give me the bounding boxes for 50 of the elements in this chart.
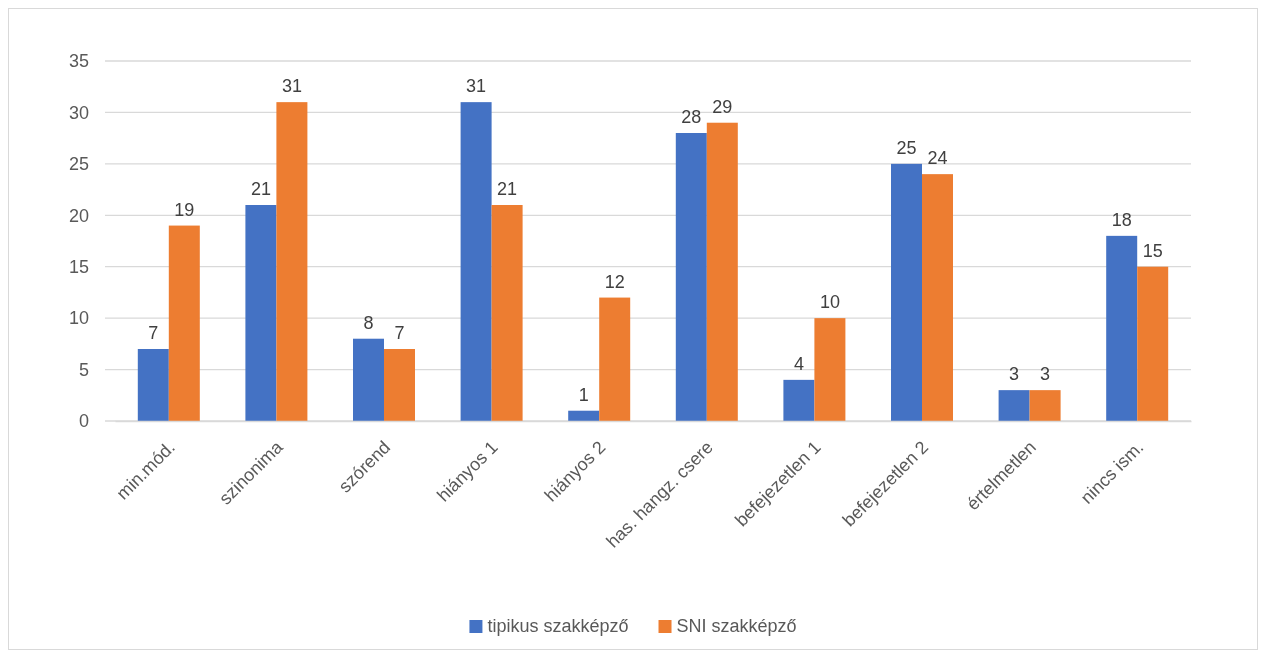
bar <box>245 205 277 421</box>
legend-label: tipikus szakképző <box>487 615 629 636</box>
data-label: 3 <box>1009 364 1020 385</box>
data-label: 19 <box>174 199 195 220</box>
bar <box>1106 235 1138 421</box>
data-label: 18 <box>1111 209 1132 230</box>
data-label: 8 <box>363 312 374 333</box>
bar <box>137 349 169 421</box>
bar <box>998 390 1030 421</box>
data-label: 28 <box>681 107 702 127</box>
bar <box>1029 390 1061 421</box>
data-label: 10 <box>819 292 840 313</box>
data-label: 25 <box>896 137 917 158</box>
bar <box>675 133 707 421</box>
data-label: 12 <box>604 271 625 292</box>
data-label: 1 <box>578 384 589 405</box>
data-label: 21 <box>497 179 518 199</box>
bar <box>276 102 308 421</box>
data-label: 3 <box>1040 364 1051 385</box>
y-tick-label: 15 <box>68 256 89 277</box>
data-label: 24 <box>927 148 948 169</box>
data-label: 31 <box>281 76 302 97</box>
y-tick-label: 30 <box>68 102 89 123</box>
bar <box>814 318 846 421</box>
data-label: 31 <box>466 76 487 97</box>
data-label: 7 <box>394 323 405 343</box>
data-label: 15 <box>1142 240 1163 261</box>
bar <box>460 102 492 421</box>
y-tick-label: 5 <box>78 359 89 380</box>
bar <box>491 205 523 421</box>
data-label: 7 <box>148 323 159 343</box>
bar <box>706 122 738 421</box>
bar <box>1137 266 1169 421</box>
y-tick-label: 35 <box>68 51 89 72</box>
bar <box>168 225 200 421</box>
bar <box>891 163 922 421</box>
data-label: 29 <box>712 96 733 117</box>
y-tick-label: 20 <box>68 205 89 226</box>
bar <box>599 297 631 421</box>
bar <box>353 338 384 421</box>
data-label: 4 <box>793 353 804 374</box>
bar <box>568 410 600 421</box>
y-tick-label: 25 <box>68 154 89 175</box>
bar <box>783 379 815 421</box>
bar <box>922 174 953 421</box>
y-tick-label: 10 <box>68 308 89 329</box>
legend-label: SNI szakképző <box>676 615 797 636</box>
data-label: 21 <box>250 179 271 199</box>
y-tick-label: 0 <box>78 411 89 432</box>
bar <box>384 349 415 421</box>
